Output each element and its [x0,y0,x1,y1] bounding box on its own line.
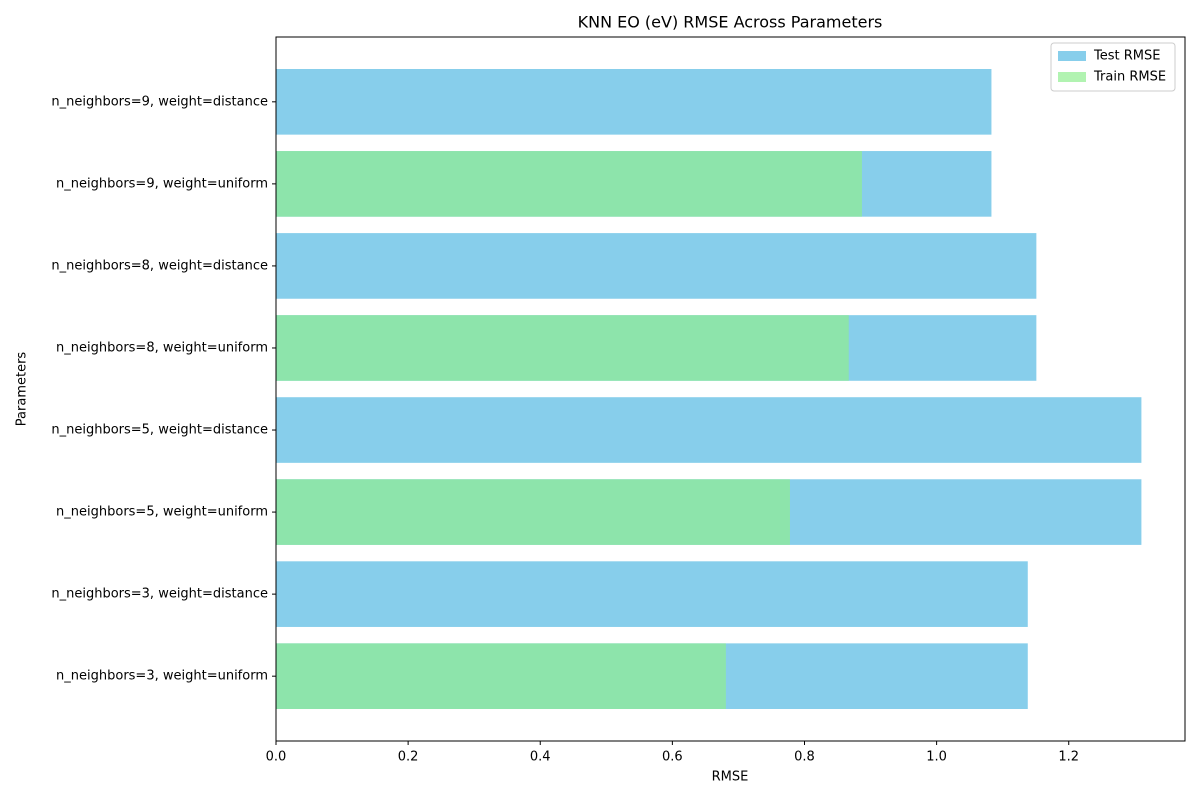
bar [276,233,1037,299]
plot-frame [275,36,1186,742]
x-tick-label: 1.2 [1058,750,1079,765]
bar [276,643,726,709]
y-tick-label: n_neighbors=9, weight=distance [51,94,268,109]
bar [276,315,849,381]
y-tick-label: n_neighbors=9, weight=uniform [56,176,268,191]
legend-label: Train RMSE [1093,70,1166,85]
x-tick-label: 1.0 [926,750,947,765]
bar [276,561,1028,627]
y-tick-label: n_neighbors=3, weight=uniform [56,669,268,684]
y-tick-label: n_neighbors=3, weight=distance [51,587,268,602]
y-axis-label: Parameters [15,352,30,427]
bar [276,151,862,217]
x-tick-label: 0.6 [662,750,683,765]
y-tick-label: n_neighbors=5, weight=uniform [56,505,268,520]
bar [276,397,1142,463]
x-axis-label: RMSE [712,770,749,785]
y-tick-label: n_neighbors=5, weight=distance [51,423,268,438]
x-tick-label: 0.2 [398,750,419,765]
chart-title: KNN EO (eV) RMSE Across Parameters [578,13,883,32]
x-tick-label: 0.8 [794,750,815,765]
bar [276,479,790,545]
legend-swatch [1058,72,1086,82]
y-tick-label: n_neighbors=8, weight=distance [51,258,268,273]
x-tick-label: 0.0 [266,750,287,765]
legend-label: Test RMSE [1093,49,1160,64]
legend-swatch [1058,51,1086,61]
bar [276,69,992,135]
x-tick-label: 0.4 [530,750,551,765]
y-tick-label: n_neighbors=8, weight=uniform [56,340,268,355]
